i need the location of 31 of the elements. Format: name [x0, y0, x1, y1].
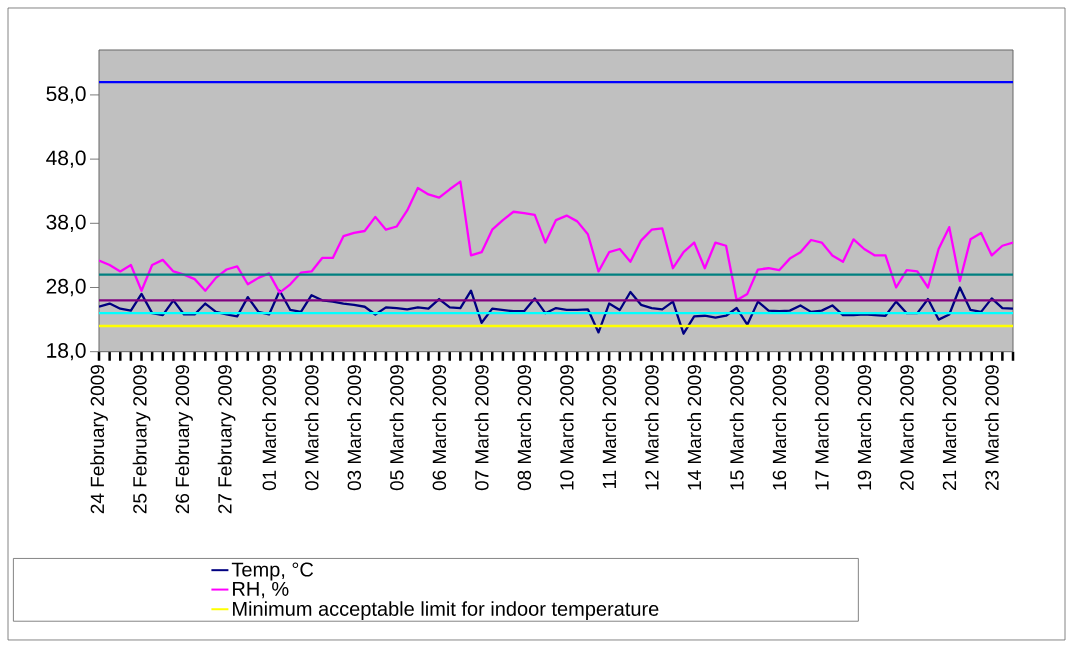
x-tick-label: 14 March 2009 [687, 365, 702, 490]
legend-label: Minimum acceptable limit for indoor temperature [233, 601, 659, 620]
y-tick-label: 58,0 [46, 86, 86, 104]
y-tick-label: 28,0 [46, 278, 86, 297]
x-tick-label: 03 March 2009 [347, 365, 362, 491]
x-tick-label: 05 March 2009 [389, 365, 404, 491]
x-tick-label: 08 March 2009 [517, 365, 532, 491]
x-tick-label: 06 March 2009 [432, 365, 447, 491]
x-tick-label: 21 March 2009 [942, 365, 957, 490]
legend-label: RH, % [233, 581, 289, 599]
x-tick-label: 17 March 2009 [814, 365, 829, 490]
line-series [99, 180, 1014, 302]
x-tick-label: 16 March 2009 [772, 365, 787, 490]
x-tick-label: 25 February 2009 [132, 365, 151, 514]
x-tick-label: 26 February 2009 [175, 365, 193, 514]
x-tick-label: 12 March 2009 [644, 365, 659, 490]
x-tick-label: 02 March 2009 [304, 365, 319, 491]
x-tick-label: 15 March 2009 [729, 365, 744, 490]
x-tick-label: 10 March 2009 [559, 365, 574, 490]
x-tick-label: 24 February 2009 [90, 365, 108, 514]
y-tick-label: 18,0 [47, 343, 86, 361]
x-tick-label: 19 March 2009 [857, 365, 872, 490]
y-tick-label: 48,0 [46, 150, 86, 168]
x-tick-label: 20 March 2009 [899, 365, 914, 490]
x-tick-label: 27 February 2009 [217, 365, 236, 514]
x-tick-label: 07 March 2009 [474, 365, 489, 491]
x-tick-label: 11 March 2009 [602, 365, 617, 489]
x-tick-label: 23 March 2009 [984, 365, 999, 490]
legend-label: Temp, °C [231, 562, 314, 581]
y-tick-label: 38,0 [46, 214, 86, 232]
x-tick-label: 01 March 2009 [262, 365, 277, 491]
